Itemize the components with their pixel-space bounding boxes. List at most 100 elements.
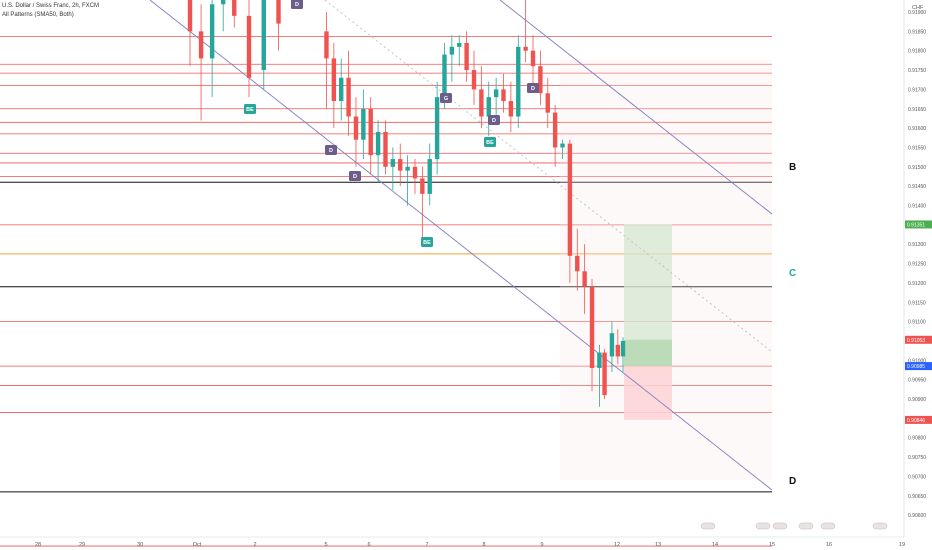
candle-down[interactable] xyxy=(471,70,477,90)
price-tick-label: 0.91400 xyxy=(908,204,926,210)
candle-down[interactable] xyxy=(398,159,403,171)
channel-shade xyxy=(560,60,772,480)
candle-down[interactable] xyxy=(523,46,528,51)
candle-up[interactable] xyxy=(261,0,266,71)
candle-up[interactable] xyxy=(597,352,602,369)
candle-down[interactable] xyxy=(198,31,204,59)
time-tick-label: 12 xyxy=(614,542,620,548)
candle-up[interactable] xyxy=(486,97,491,117)
channel-upper-line[interactable] xyxy=(499,0,773,215)
pattern-marker-badge[interactable] xyxy=(440,93,452,103)
candle-down[interactable] xyxy=(368,108,373,156)
candle-down[interactable] xyxy=(567,143,573,256)
pattern-marker-label: D xyxy=(295,2,299,8)
price-tick-label: 0.90650 xyxy=(908,494,926,500)
candle-up[interactable] xyxy=(516,46,521,117)
candle-up[interactable] xyxy=(493,89,499,98)
pattern-marker-badge[interactable] xyxy=(421,237,433,247)
candle-up[interactable] xyxy=(209,4,215,59)
candle-down[interactable] xyxy=(232,0,237,16)
time-tick-label: 28 xyxy=(35,542,41,548)
pattern-marker-label: D xyxy=(353,174,357,180)
price-badge xyxy=(905,415,932,424)
zone-label-c: C xyxy=(789,268,796,279)
price-tick-label: 0.91100 xyxy=(908,320,926,326)
candle-down[interactable] xyxy=(276,0,281,24)
candle-down[interactable] xyxy=(479,89,484,117)
candle-up[interactable] xyxy=(560,143,565,148)
candle-down[interactable] xyxy=(582,271,587,287)
candle-down[interactable] xyxy=(602,352,607,396)
candle-down[interactable] xyxy=(187,0,193,32)
zone-label-d: D xyxy=(789,476,796,487)
pattern-marker-badge[interactable] xyxy=(527,83,539,93)
price-badge xyxy=(905,220,932,229)
time-tick-label: 2 xyxy=(253,542,256,548)
candle-down[interactable] xyxy=(412,166,418,179)
economic-event-icon[interactable] xyxy=(872,522,888,530)
candle-down[interactable] xyxy=(383,131,388,167)
candle-down[interactable] xyxy=(420,178,425,194)
candle-down[interactable] xyxy=(246,15,252,78)
candle-up[interactable] xyxy=(442,54,447,98)
price-tick-label: 0.90700 xyxy=(908,474,926,480)
economic-event-icon[interactable] xyxy=(755,522,771,530)
price-tick-label: 0.91200 xyxy=(908,281,926,287)
time-tick-label: 15 xyxy=(769,542,775,548)
pattern-marker-badge[interactable] xyxy=(244,104,256,114)
pattern-marker-badge[interactable] xyxy=(349,171,361,181)
candle-up[interactable] xyxy=(361,108,366,140)
economic-event-icon[interactable] xyxy=(700,522,716,530)
pattern-marker-badge[interactable] xyxy=(325,145,337,155)
candle-up[interactable] xyxy=(405,166,410,171)
candle-down[interactable] xyxy=(346,77,351,117)
candle-down[interactable] xyxy=(589,286,595,369)
candle-up[interactable] xyxy=(390,159,396,167)
candle-down[interactable] xyxy=(508,101,514,117)
price-tick-label: 0.91850 xyxy=(908,29,926,35)
candle-up[interactable] xyxy=(609,333,615,357)
price-tick-label: 0.90950 xyxy=(908,378,926,384)
channel-lower-line[interactable] xyxy=(149,0,773,491)
economic-event-icon[interactable] xyxy=(772,522,788,530)
candle-down[interactable] xyxy=(538,66,543,94)
candle-down[interactable] xyxy=(324,31,329,59)
pattern-marker-badge[interactable] xyxy=(484,137,496,147)
candle-up[interactable] xyxy=(449,46,455,55)
price-tick-label: 0.90800 xyxy=(908,436,926,442)
time-tick-label: Oct xyxy=(193,542,202,548)
pattern-marker-label: D xyxy=(329,148,333,154)
pattern-marker-badge[interactable] xyxy=(488,115,500,125)
candle-down[interactable] xyxy=(530,50,536,67)
economic-event-icon[interactable] xyxy=(798,522,814,530)
time-tick-label: 30 xyxy=(137,542,143,548)
candle-down[interactable] xyxy=(575,255,580,272)
price-tick-label: 0.91250 xyxy=(908,262,926,268)
pattern-marker-badge[interactable] xyxy=(291,0,303,9)
candle-up[interactable] xyxy=(427,159,432,194)
time-tick-label: 19 xyxy=(899,542,905,548)
candle-down[interactable] xyxy=(552,112,558,148)
indicator-label[interactable]: All Patterns (SMA50, Both) xyxy=(2,12,74,18)
candle-down[interactable] xyxy=(331,58,337,102)
candle-up[interactable] xyxy=(339,77,344,102)
position-stop-zone[interactable] xyxy=(624,366,672,420)
candle-down[interactable] xyxy=(615,344,621,357)
economic-event-icon[interactable] xyxy=(820,522,836,530)
time-tick-label: 9 xyxy=(540,542,543,548)
candle-down[interactable] xyxy=(545,93,550,113)
candle-up[interactable] xyxy=(457,42,462,47)
price-badge-text: 0.91053 xyxy=(907,338,925,344)
candle-down[interactable] xyxy=(464,42,469,71)
candle-down[interactable] xyxy=(353,116,359,140)
candle-up[interactable] xyxy=(620,340,626,357)
candle-up[interactable] xyxy=(220,0,226,5)
pattern-marker-label: D xyxy=(531,86,535,92)
price-badge xyxy=(905,335,932,344)
candle-up[interactable] xyxy=(434,97,440,160)
candle-down[interactable] xyxy=(501,89,506,102)
price-tick-label: 0.91500 xyxy=(908,165,926,171)
candle-up[interactable] xyxy=(375,131,381,156)
